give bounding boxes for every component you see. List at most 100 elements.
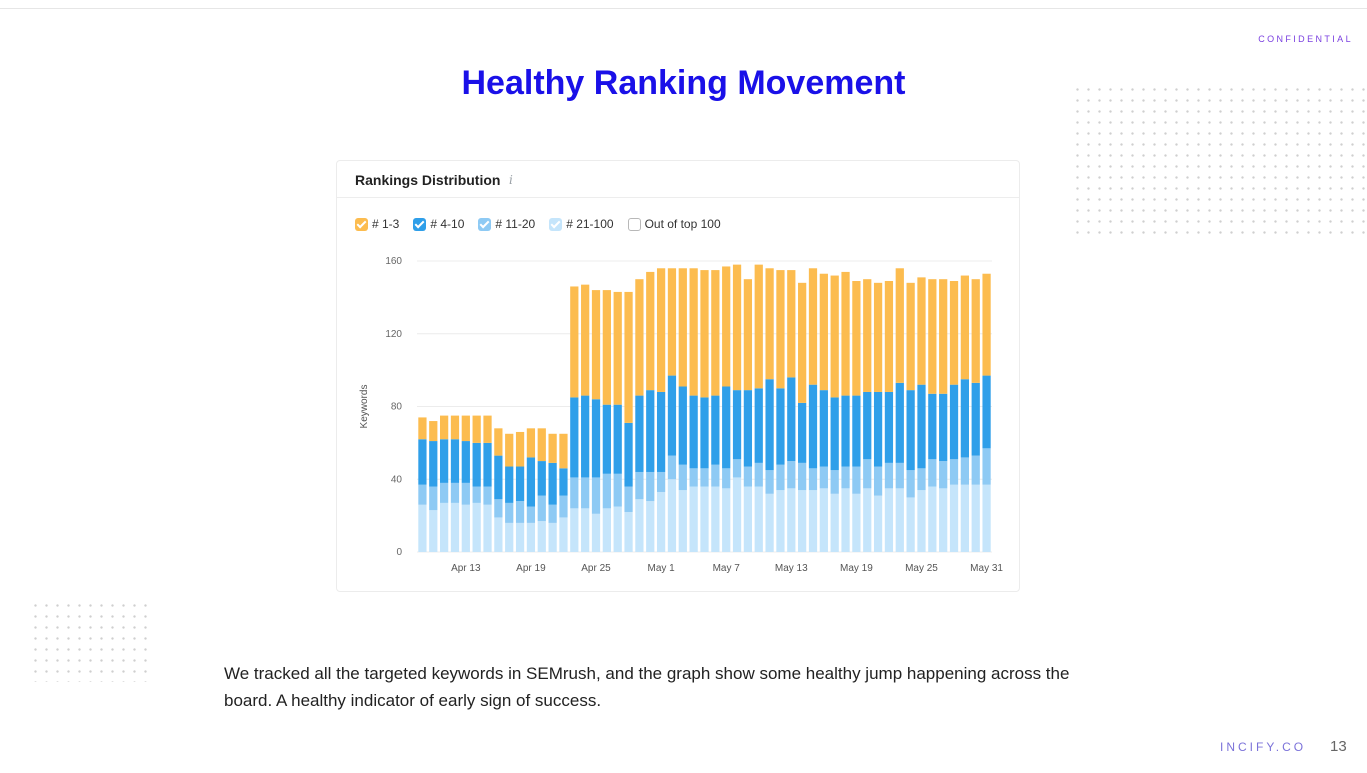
- bar-segment: [429, 510, 438, 552]
- bar-segment: [808, 490, 818, 552]
- bar-segment: [830, 470, 839, 494]
- bar-segment: [895, 268, 904, 383]
- y-tick-label: 120: [385, 329, 402, 340]
- bar-segment: [863, 279, 872, 392]
- bar-segment: [700, 468, 709, 487]
- x-tick-label: May 1: [647, 563, 675, 574]
- y-tick-label: 160: [385, 256, 402, 267]
- bar-segment: [591, 513, 601, 552]
- bar-segment: [548, 504, 557, 523]
- bar-segment: [613, 404, 622, 474]
- bar-segment: [732, 390, 742, 460]
- bar-segment: [667, 268, 677, 376]
- bar-segment: [928, 393, 937, 460]
- bar-segment: [873, 466, 883, 496]
- bar-segment: [852, 281, 861, 396]
- bar-segment: [841, 271, 850, 396]
- bar-segment: [787, 270, 796, 378]
- bar-segment: [949, 484, 959, 552]
- bar-segment: [917, 277, 926, 385]
- bar-segment: [700, 486, 709, 552]
- bar-segment: [765, 470, 774, 494]
- bar-segment: [656, 471, 666, 492]
- bar-segment: [852, 395, 861, 467]
- bar-segment: [581, 284, 590, 396]
- bar-segment: [754, 388, 763, 463]
- bar-segment: [591, 477, 601, 514]
- bar-segment: [548, 433, 557, 463]
- bar-segment: [895, 382, 904, 463]
- bar-segment: [667, 375, 677, 456]
- bar-segment: [830, 493, 839, 552]
- bar-segment: [689, 395, 698, 469]
- bar-segment: [928, 279, 937, 394]
- slide-title: Healthy Ranking Movement: [461, 64, 906, 102]
- bar-segment: [895, 462, 904, 489]
- bar-segment: [906, 497, 915, 552]
- bar-segment: [494, 455, 503, 500]
- bar-segment: [939, 393, 948, 462]
- bar-segment: [689, 268, 698, 396]
- legend-checkbox[interactable]: [627, 217, 641, 231]
- bar-segment: [570, 286, 579, 398]
- bar-segment: [917, 384, 926, 469]
- dot-pattern-decoration: [1072, 84, 1367, 242]
- info-icon[interactable]: i: [509, 173, 513, 187]
- bar-segment: [678, 386, 687, 465]
- bar-segment: [635, 279, 644, 396]
- bar-segment: [418, 417, 427, 440]
- bar-segment: [787, 377, 796, 462]
- card-title: Rankings Distribution: [355, 172, 501, 188]
- bar-segment: [559, 433, 568, 469]
- bar-segment: [472, 502, 481, 552]
- bar-segment: [581, 508, 590, 552]
- bar-segment: [928, 459, 937, 487]
- bar-segment: [819, 466, 828, 489]
- bar-segment: [949, 459, 959, 485]
- bar-segment: [440, 502, 449, 552]
- bar-segment: [689, 468, 698, 487]
- bar-segment: [884, 281, 894, 392]
- bar-segment: [624, 486, 633, 512]
- y-tick-label: 0: [396, 547, 402, 558]
- bar-segment: [971, 382, 980, 456]
- x-tick-label: May 31: [970, 563, 1003, 574]
- bar-segment: [559, 468, 568, 496]
- bar-segment: [971, 279, 980, 383]
- bar-segment: [863, 391, 872, 460]
- bar-segment: [505, 522, 514, 552]
- x-tick-label: Apr 13: [451, 563, 481, 574]
- legend-item-out-of-top-100[interactable]: Out of top 100: [627, 217, 721, 231]
- bar-segment: [450, 502, 460, 552]
- bar-segment: [581, 395, 590, 478]
- legend-checkbox[interactable]: [549, 217, 563, 231]
- bar-segment: [602, 404, 611, 474]
- bar-segment: [700, 397, 709, 469]
- bar-segment: [884, 391, 894, 463]
- bar-segment: [732, 264, 742, 391]
- bar-segment: [960, 379, 969, 458]
- x-tick-label: Apr 25: [581, 563, 611, 574]
- bar-segment: [418, 484, 427, 505]
- legend-item-4-10[interactable]: # 4-10: [413, 217, 464, 231]
- bar-segment: [808, 384, 818, 469]
- bar-segment: [743, 486, 753, 552]
- bar-segment: [798, 462, 807, 491]
- legend-item-11-20[interactable]: # 11-20: [478, 217, 535, 231]
- bar-segment: [515, 466, 525, 502]
- bar-segment: [613, 506, 622, 552]
- bar-segment: [461, 441, 470, 483]
- legend-checkbox[interactable]: [355, 217, 368, 231]
- legend-checkbox[interactable]: [478, 217, 492, 231]
- bar-segment: [602, 290, 611, 405]
- legend-checkbox[interactable]: [413, 217, 427, 231]
- bar-segment: [646, 501, 655, 552]
- bar-segment: [960, 484, 969, 552]
- bar-segment: [515, 522, 525, 552]
- bar-segment: [743, 279, 753, 391]
- legend-item-1-3[interactable]: # 1-3: [355, 217, 399, 231]
- legend-item-21-100[interactable]: # 21-100: [549, 217, 614, 231]
- bar-segment: [722, 468, 731, 489]
- slide-body-text: We tracked all the targeted keywords in …: [224, 664, 1070, 710]
- bar-segment: [776, 490, 785, 552]
